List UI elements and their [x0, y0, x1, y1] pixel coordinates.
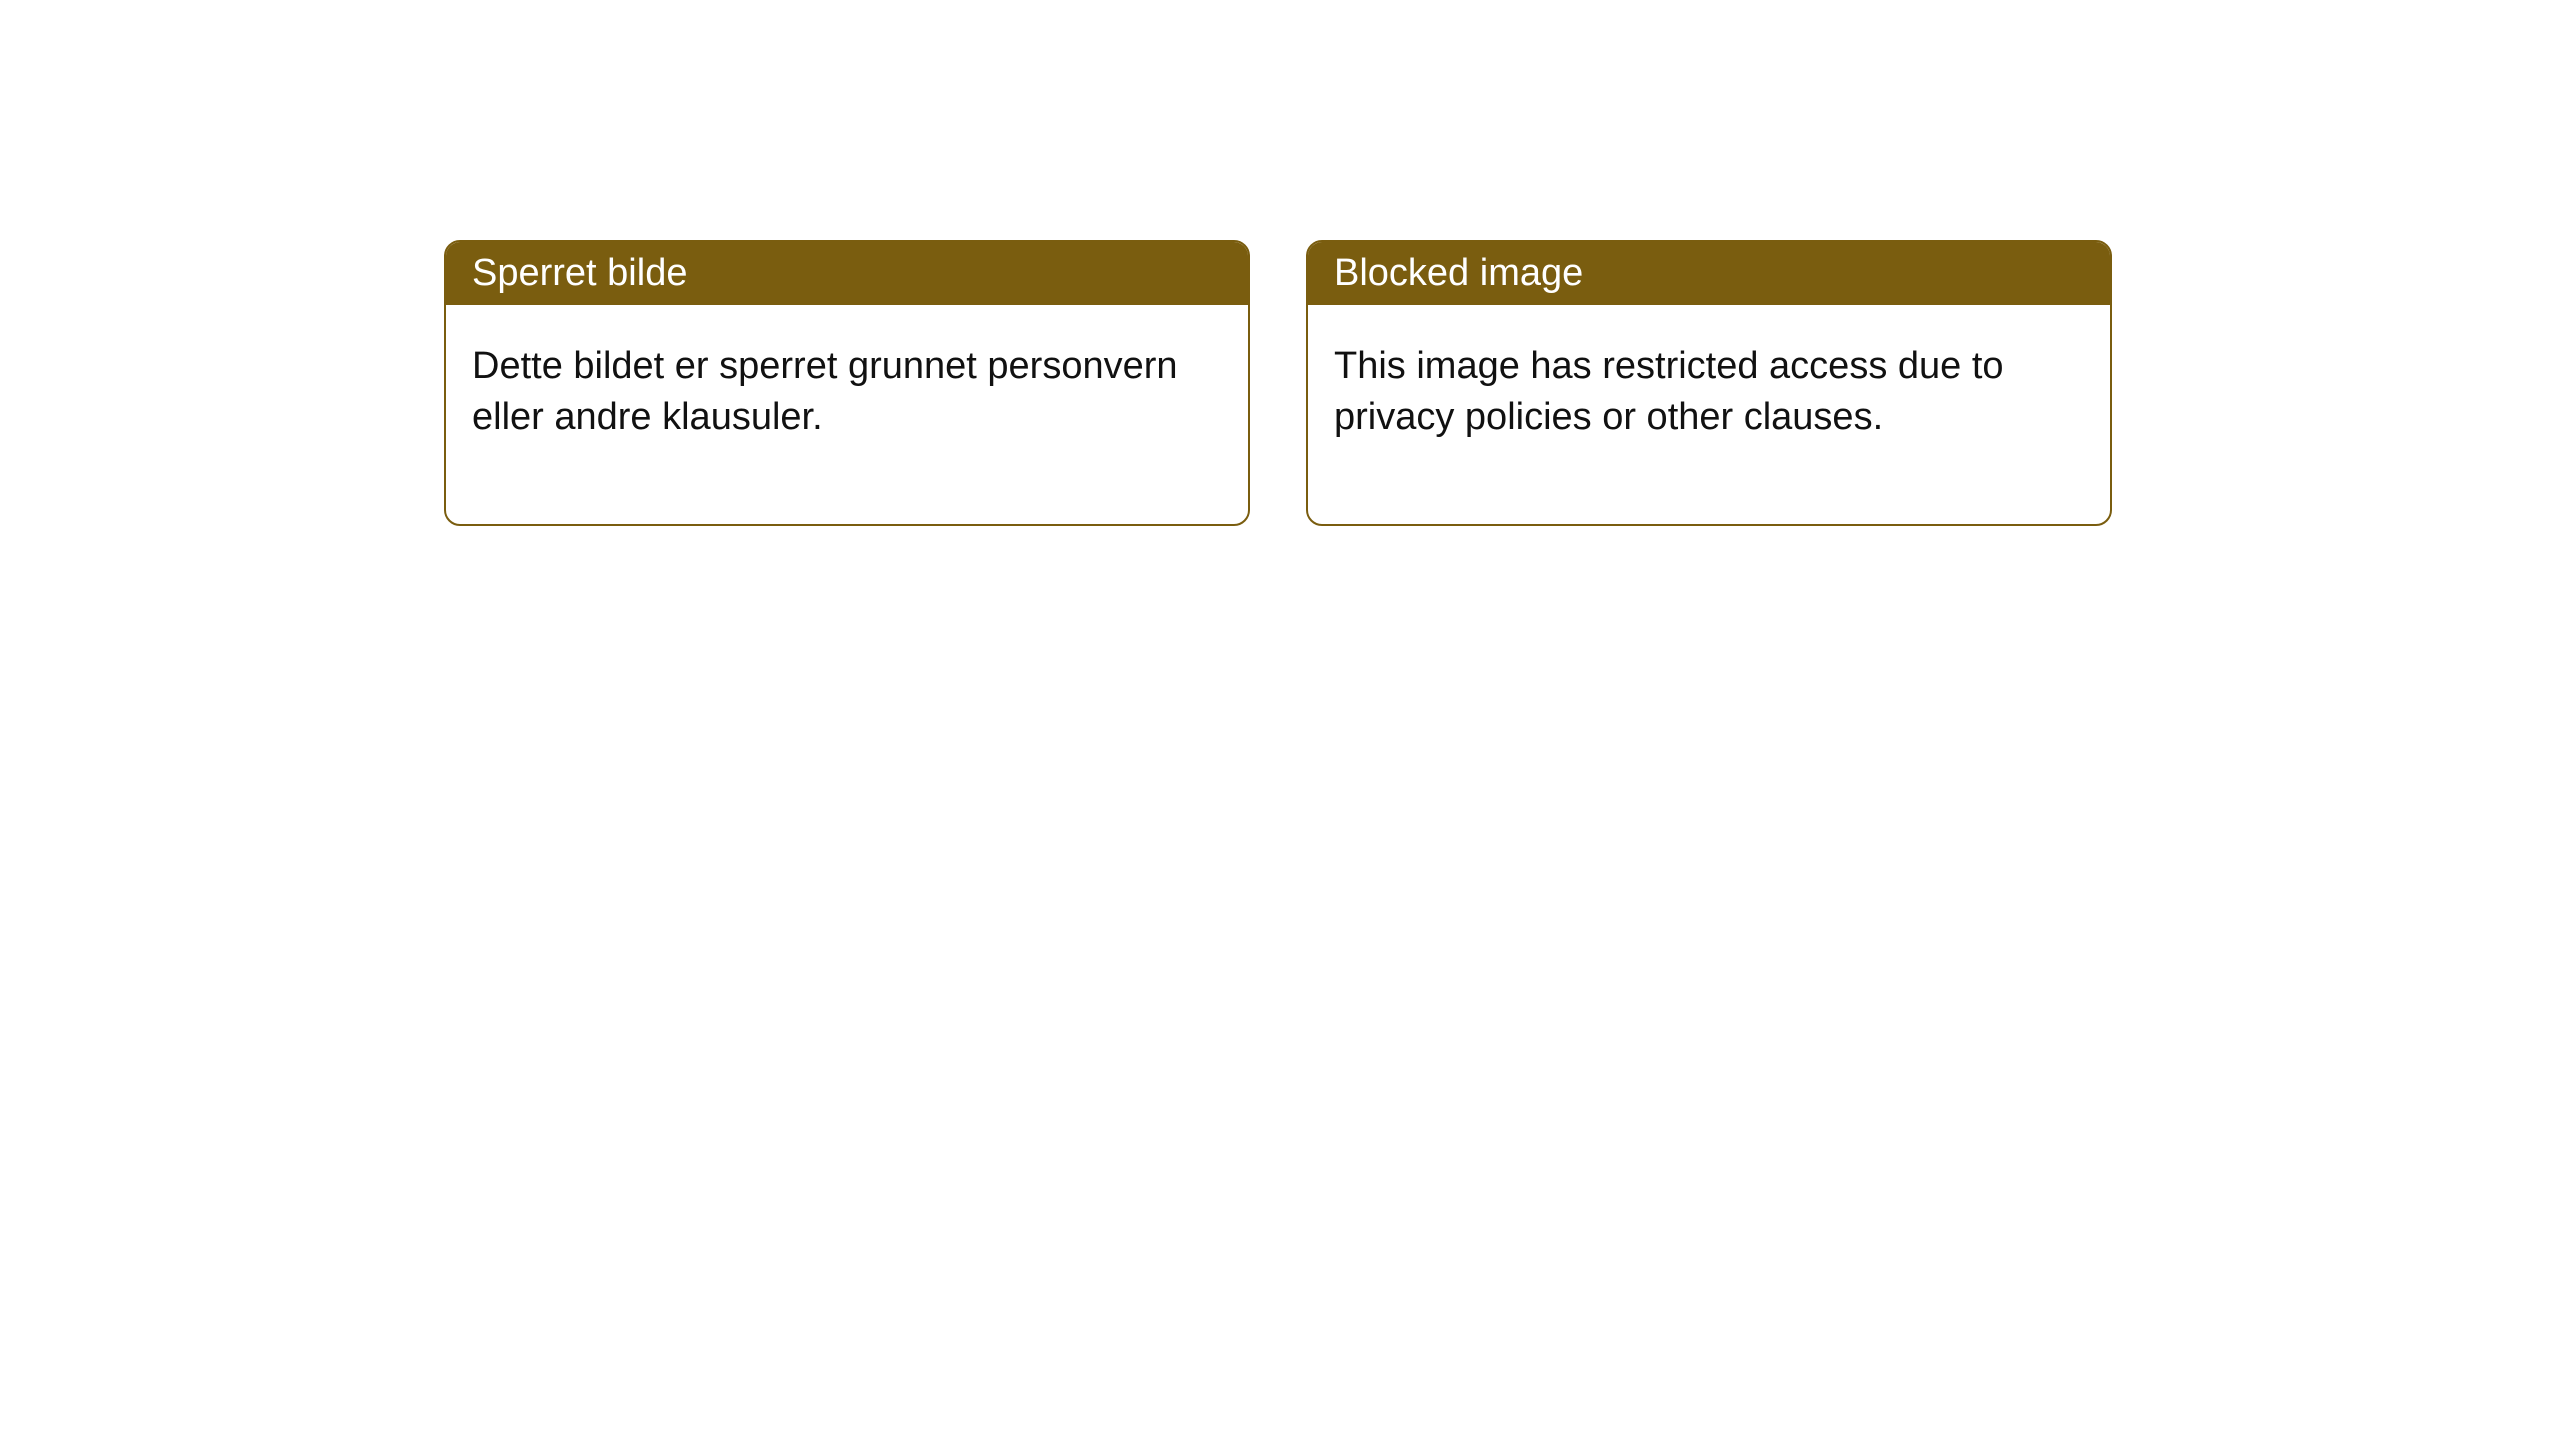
card-norwegian-body: Dette bildet er sperret grunnet personve… [446, 305, 1248, 524]
card-english-title: Blocked image [1308, 242, 2110, 305]
blocked-image-card-english: Blocked image This image has restricted … [1306, 240, 2112, 526]
cards-wrapper: Sperret bilde Dette bildet er sperret gr… [0, 0, 2560, 526]
card-english-body: This image has restricted access due to … [1308, 305, 2110, 524]
blocked-image-card-norwegian: Sperret bilde Dette bildet er sperret gr… [444, 240, 1250, 526]
card-norwegian-title: Sperret bilde [446, 242, 1248, 305]
